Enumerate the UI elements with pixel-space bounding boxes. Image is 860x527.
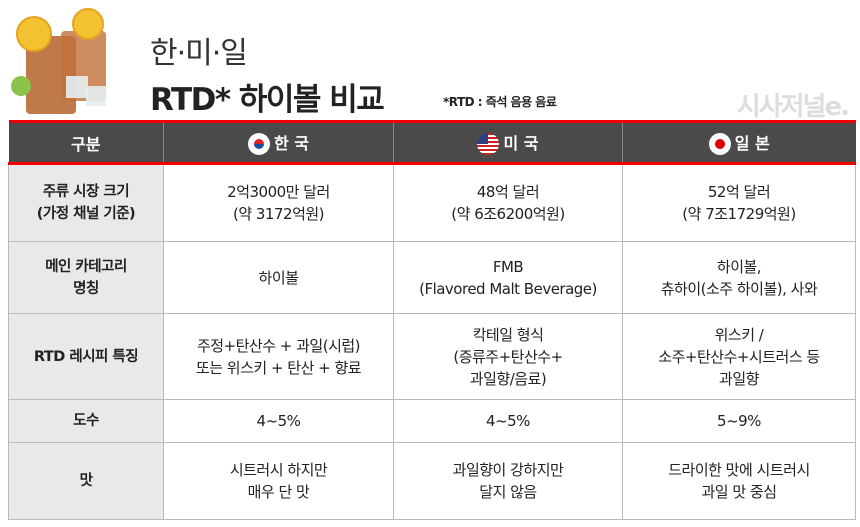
title-countries: 한·미·일 bbox=[150, 36, 248, 71]
cell-line: 소주+탄산수+시트러스 등 bbox=[658, 347, 820, 366]
usa-flag-icon bbox=[477, 133, 500, 156]
cell-line: (약 3172억원) bbox=[232, 205, 325, 223]
cell-line: 도수 bbox=[73, 413, 99, 429]
cell-line: RTD 레시피 특징 bbox=[33, 348, 139, 365]
korea-cell: 4~5% bbox=[163, 399, 394, 443]
cell-line: 명칭 bbox=[73, 280, 99, 297]
japan-cell: 52억 달러 (약 7조1729억원) bbox=[622, 163, 856, 242]
row-label: 도수 bbox=[8, 399, 164, 443]
cell-line: 주정+탄산수 + 과일(시럽) bbox=[196, 336, 361, 355]
header-korea: 한 국 bbox=[163, 120, 394, 165]
japan-cell: 5~9% bbox=[622, 399, 856, 443]
cell-line: 4~5% bbox=[256, 412, 301, 430]
korea-cell: 하이볼 bbox=[163, 241, 394, 314]
cell-line: (Flavored Malt Beverage) bbox=[419, 279, 597, 298]
cell-line: 과일향이 강하지만 bbox=[452, 461, 564, 479]
usa-cell: FMB (Flavored Malt Beverage) bbox=[393, 241, 623, 314]
header-category: 구분 bbox=[8, 120, 164, 165]
usa-cell: 48억 달러 (약 6조6200억원) bbox=[393, 163, 623, 242]
header-japan: 일 본 bbox=[622, 120, 856, 165]
cell-line: (약 7조1729억원) bbox=[682, 205, 796, 223]
cell-line: 하이볼 bbox=[258, 268, 299, 287]
cell-line: 시트러시 하지만 bbox=[229, 461, 328, 479]
comparison-table: 구분 한 국 미 국 일 본 주류 시장 크기 (가정 채널 기준) 2억3000만… bbox=[8, 120, 856, 520]
title-footnote: *RTD : 즉석 음용 음료 bbox=[443, 95, 557, 109]
cell-line: (가정 채널 기준) bbox=[36, 206, 136, 222]
cell-line: 2억3000만 달러 bbox=[227, 183, 330, 201]
table-row: 주류 시장 크기 (가정 채널 기준) 2억3000만 달러 (약 3172억원) 48… bbox=[8, 163, 856, 242]
cell-line: (증류주+탄산수+ bbox=[453, 347, 563, 366]
row-label: 맛 bbox=[8, 442, 164, 520]
table-row: 도수 4~5% 4~5% 5~9% bbox=[8, 399, 856, 443]
cell-line: 4~5% bbox=[486, 412, 530, 430]
cell-line: 과일향 bbox=[719, 369, 759, 388]
korea-cell: 주정+탄산수 + 과일(시럽) 또는 위스키 + 탄산 + 향료 bbox=[163, 313, 394, 400]
cell-line: FMB bbox=[492, 257, 524, 276]
cell-line: 달지 않음 bbox=[479, 483, 537, 501]
cell-line: 칵테일 형식 bbox=[472, 325, 544, 344]
cell-line: (약 6조6200억원) bbox=[451, 205, 565, 223]
cell-line: 과일향/음료) bbox=[469, 369, 547, 388]
cell-line: 드라이한 맛에 시트러시 bbox=[668, 461, 810, 479]
usa-cell: 칵테일 형식 (증류주+탄산수+ 과일향/음료) bbox=[393, 313, 623, 400]
korea-flag-icon bbox=[247, 133, 270, 156]
korea-cell: 2억3000만 달러 (약 3172억원) bbox=[163, 163, 394, 242]
cell-line: 메인 카테고리 bbox=[45, 258, 127, 275]
table-row: RTD 레시피 특징 주정+탄산수 + 과일(시럽) 또는 위스키 + 탄산 + 향… bbox=[8, 313, 856, 400]
cell-line: 매우 단 맛 bbox=[247, 483, 310, 501]
cell-line: 하이볼, bbox=[716, 257, 762, 276]
cell-line: 맛 bbox=[79, 473, 93, 489]
cell-line: 48억 달러 bbox=[476, 183, 540, 201]
header-usa: 미 국 bbox=[393, 120, 623, 165]
cell-line: 52억 달러 bbox=[707, 183, 771, 201]
row-label: 주류 시장 크기 (가정 채널 기준) bbox=[8, 163, 164, 242]
cell-line: 5~9% bbox=[717, 412, 761, 430]
publisher-logo: 시사저널e. bbox=[736, 92, 850, 122]
cell-line: 츄하이(소주 하이볼), 사와 bbox=[660, 279, 818, 298]
table-row: 맛 시트러시 하지만 매우 단 맛 과일향이 강하지만 달지 않음 드라이한 맛에 시트러… bbox=[8, 442, 856, 520]
cell-line: 주류 시장 크기 bbox=[42, 184, 130, 200]
cell-line: 위스키 / bbox=[714, 325, 764, 344]
row-label: RTD 레시피 특징 bbox=[8, 313, 164, 400]
highball-drink-illustration bbox=[11, 8, 106, 114]
cell-line: 또는 위스키 + 탄산 + 향료 bbox=[195, 358, 362, 377]
cell-line: 과일 맛 중심 bbox=[701, 483, 777, 501]
japan-cell: 하이볼, 츄하이(소주 하이볼), 사와 bbox=[622, 241, 856, 314]
japan-flag-icon bbox=[708, 133, 731, 156]
usa-cell: 4~5% bbox=[393, 399, 623, 443]
page-title: RTD* 하이볼 비교 bbox=[150, 82, 385, 118]
